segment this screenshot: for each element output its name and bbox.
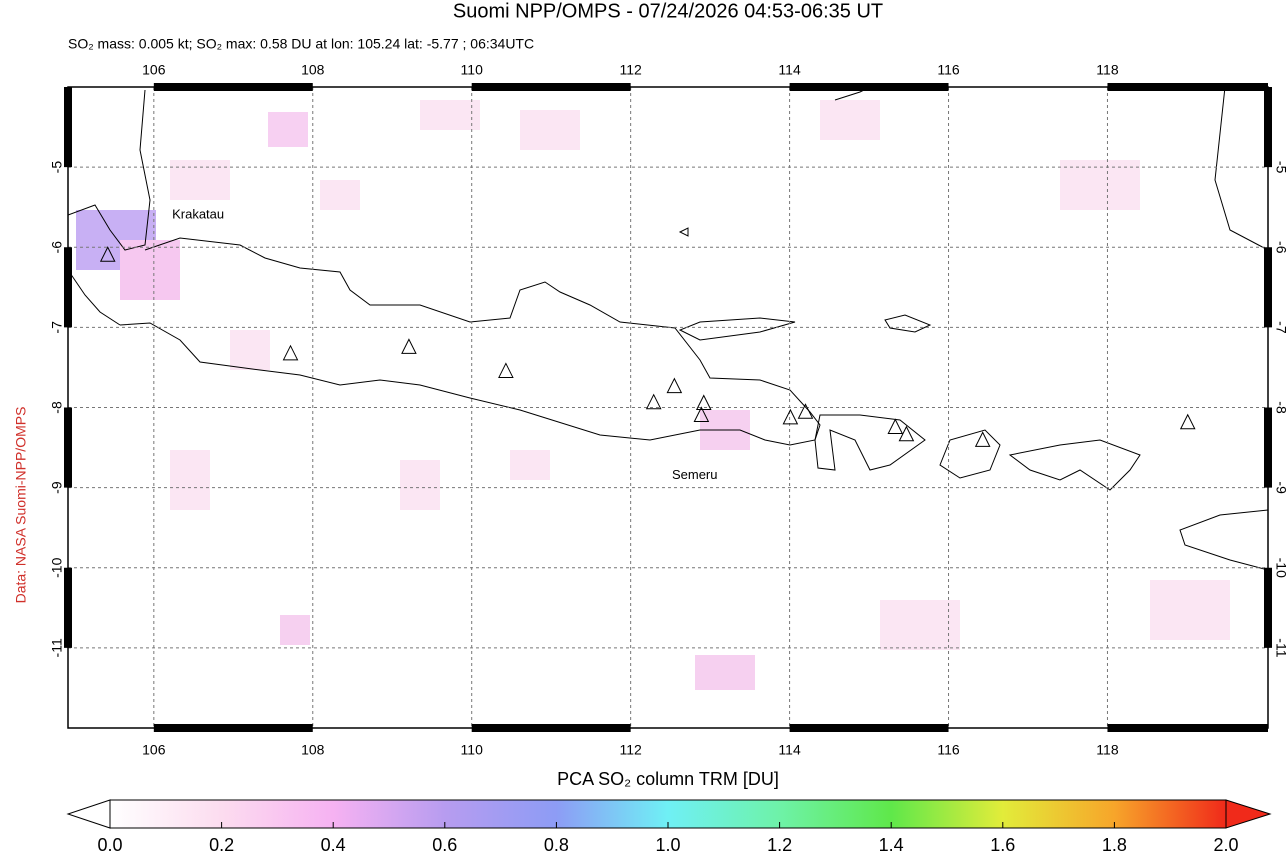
y-tick-label: -7 xyxy=(49,321,65,334)
y-tick-label: -5 xyxy=(1273,161,1288,174)
x-tick-label: 116 xyxy=(937,742,960,758)
y-tick-label: -8 xyxy=(1273,401,1288,414)
x-tick-label: 118 xyxy=(1096,742,1119,758)
colorbar-tick-label: 0.2 xyxy=(209,835,234,855)
y-tick-label: -9 xyxy=(1273,481,1288,494)
x-tick-label: 116 xyxy=(937,62,960,78)
x-tick-label: 118 xyxy=(1096,62,1119,78)
y-tick-label: -10 xyxy=(1273,558,1288,578)
colorbar-label: PCA SO₂ column TRM [DU] xyxy=(557,769,779,789)
volcano xyxy=(1179,413,1196,430)
colorbar-tick-label: 1.6 xyxy=(990,835,1015,855)
volcano xyxy=(782,408,799,425)
y-tick-label: -7 xyxy=(1273,321,1288,334)
x-tick-label: 110 xyxy=(461,742,484,758)
volcano xyxy=(645,393,662,410)
volcano xyxy=(99,246,116,262)
credit: Data: NASA Suomi-NPP/OMPS xyxy=(13,407,29,604)
subtitle: SO₂ mass: 0.005 kt; SO₂ max: 0.58 DU at … xyxy=(68,36,534,52)
y-tick-label: -9 xyxy=(49,481,65,494)
volcano xyxy=(898,425,915,442)
volcano xyxy=(282,344,299,361)
volcano xyxy=(887,418,904,435)
title: Suomi NPP/OMPS - 07/24/2026 04:53-06:35 … xyxy=(453,0,883,22)
y-tick-label: -5 xyxy=(49,161,65,174)
colorbar-tick-label: 1.2 xyxy=(767,835,792,855)
colorbar-tick-label: 2.0 xyxy=(1213,835,1238,855)
colorbar-tick-label: 0.8 xyxy=(544,835,569,855)
volcano xyxy=(693,406,710,423)
x-tick-label: 112 xyxy=(619,742,642,758)
volcano xyxy=(974,431,991,447)
volcano xyxy=(401,338,417,354)
colorbar-tick-label: 1.0 xyxy=(655,835,680,855)
map-frame xyxy=(67,86,1269,729)
volcano xyxy=(666,377,683,394)
volcano-label: Krakatau xyxy=(172,207,224,222)
y-tick-label: -10 xyxy=(49,557,65,577)
y-tick-label: -11 xyxy=(1273,638,1288,657)
x-tick-label: 114 xyxy=(778,62,801,78)
x-tick-label: 106 xyxy=(142,742,166,758)
y-tick-label: -6 xyxy=(1273,241,1288,254)
volcano xyxy=(695,394,712,410)
y-tick-label: -11 xyxy=(49,638,65,657)
graticule xyxy=(68,87,1268,728)
x-tick-label: 108 xyxy=(301,62,325,78)
colorbar-under xyxy=(66,799,111,829)
y-tick-label: -6 xyxy=(49,241,65,254)
volcano xyxy=(498,362,514,378)
colorbar-tick-label: 0.4 xyxy=(321,835,346,855)
colorbar-over xyxy=(1225,799,1272,829)
y-tick-label: -8 xyxy=(49,401,65,414)
colorbar-tick-label: 0.0 xyxy=(97,835,122,855)
colorbar-tick-label: 1.4 xyxy=(879,835,904,855)
x-tick-label: 112 xyxy=(619,62,642,78)
volcano-label: Semeru xyxy=(672,467,718,482)
x-tick-label: 106 xyxy=(142,62,166,78)
colorbar-tick-label: 1.8 xyxy=(1102,835,1127,855)
x-tick-label: 108 xyxy=(301,742,325,758)
colorbar xyxy=(66,799,1272,829)
x-tick-label: 114 xyxy=(778,742,801,758)
volcano xyxy=(797,403,814,419)
x-tick-label: 110 xyxy=(461,62,484,78)
colorbar-tick-label: 0.6 xyxy=(432,835,457,855)
